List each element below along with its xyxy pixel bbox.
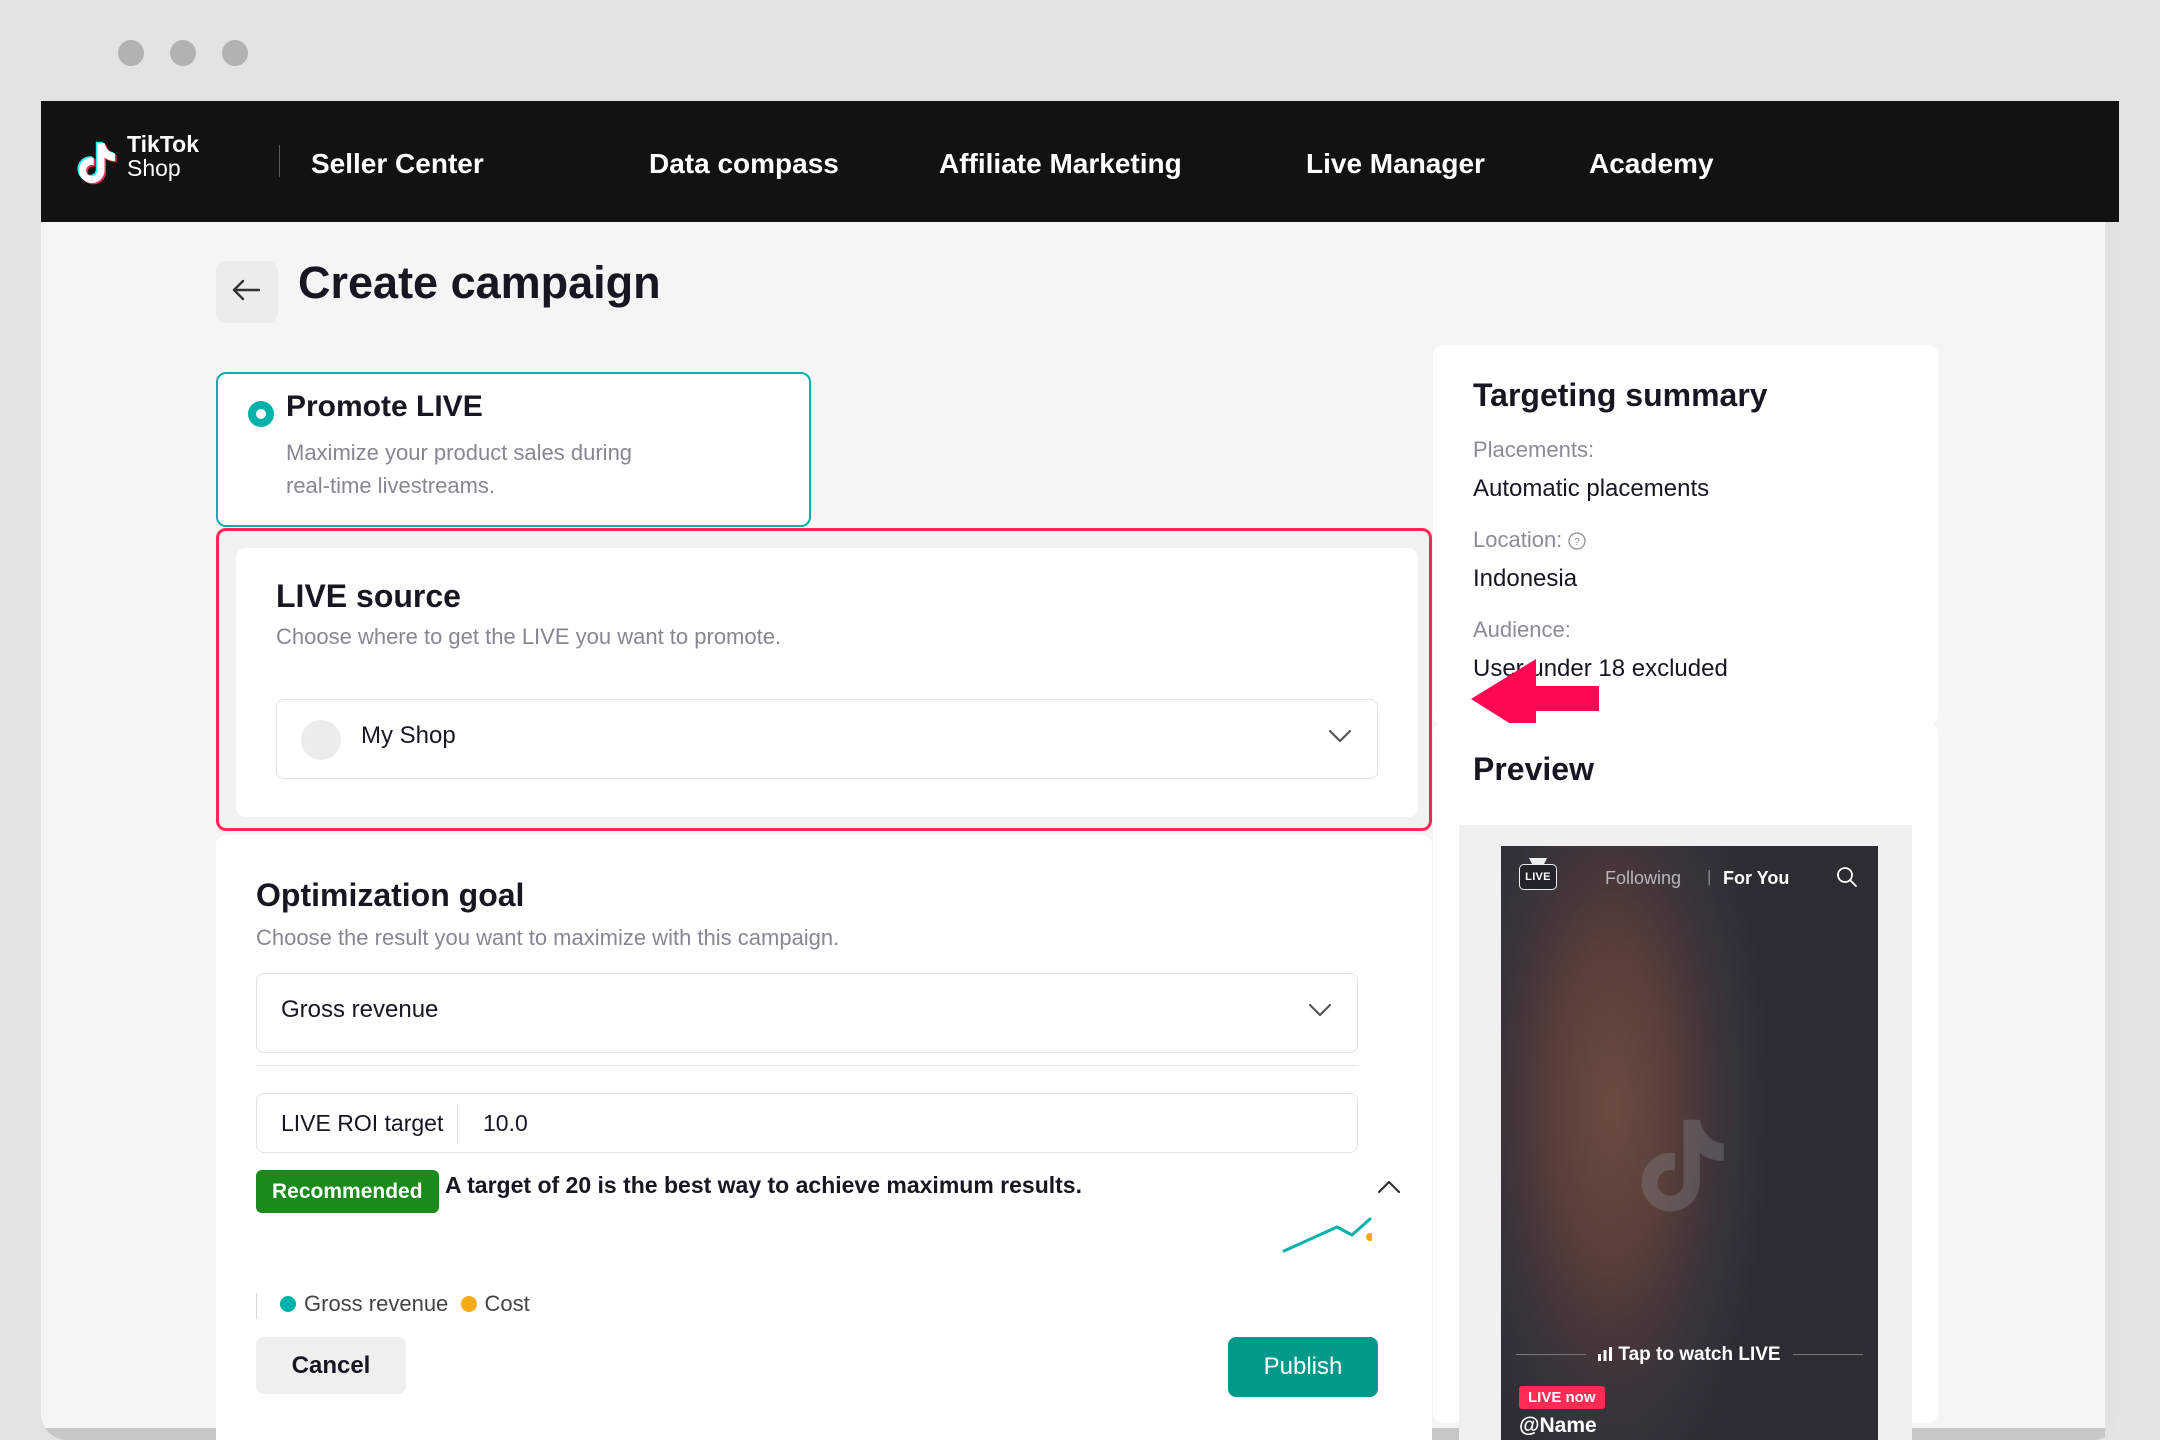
svg-text:?: ?	[1575, 537, 1581, 548]
